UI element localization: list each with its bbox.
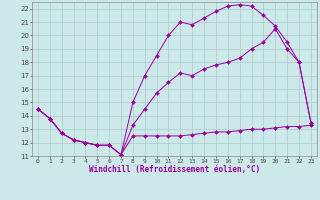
X-axis label: Windchill (Refroidissement éolien,°C): Windchill (Refroidissement éolien,°C) [89,165,260,174]
